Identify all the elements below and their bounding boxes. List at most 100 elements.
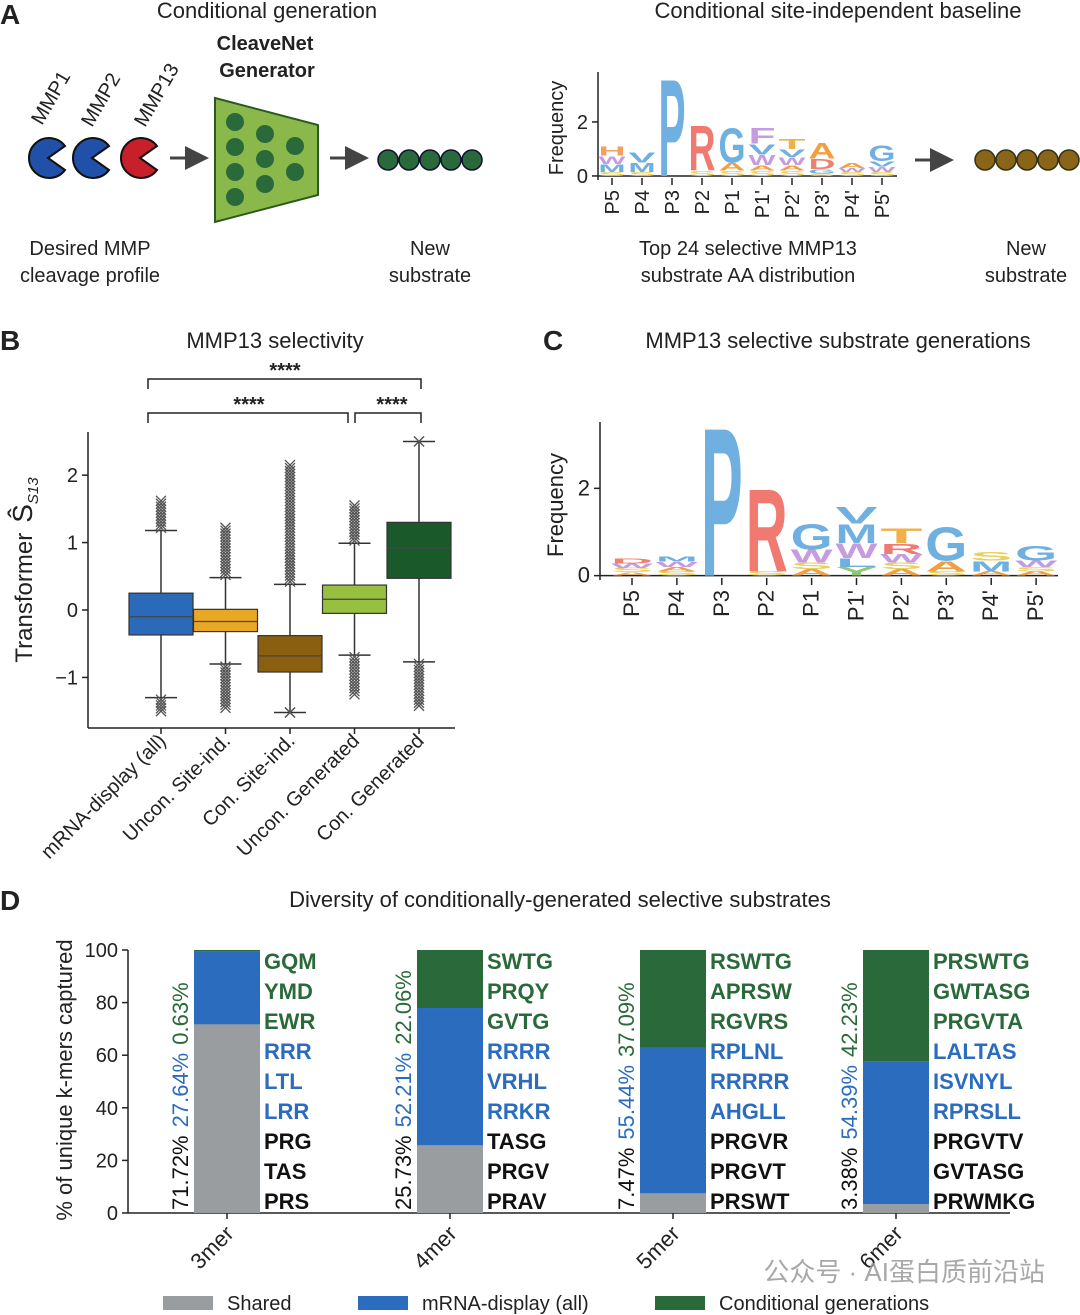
value-labels: 25.73% 52.21% 22.06% (391, 970, 416, 1210)
value-label: 0.63% (168, 982, 193, 1044)
value-label: 25.73% (391, 1135, 416, 1210)
value-labels: 71.72% 27.64% 0.63% (168, 982, 193, 1210)
y-axis-label: % of unique k-mers captured (52, 939, 77, 1220)
outlier (155, 699, 167, 711)
enzyme-label: MMP2 (77, 69, 125, 130)
panel-label: D (0, 885, 20, 916)
logo-letter: F (749, 124, 776, 149)
kmer: RRRRR (710, 1069, 790, 1094)
logo-letter: S (791, 561, 833, 571)
caption: New (1006, 238, 1047, 260)
bar-segment (863, 1061, 929, 1205)
kmer: PRGVT (710, 1159, 786, 1184)
x-tick-label: P2' (782, 190, 804, 218)
enzyme-icon (72, 137, 111, 179)
logo-letter: R (880, 541, 922, 558)
kmer: PRGVTV (933, 1129, 1024, 1154)
x-tick-label: P5' (1023, 590, 1048, 621)
outlier (284, 707, 296, 718)
logo-letter: R (746, 465, 788, 597)
substrate-icon (377, 149, 483, 171)
bar-segment (863, 1204, 929, 1213)
outlier (284, 459, 296, 471)
x-tick-label: P5' (872, 190, 894, 218)
kmer: RRKR (487, 1099, 551, 1124)
outlier (349, 502, 360, 514)
logo-letter: W (599, 155, 627, 167)
logo-letter: D (809, 156, 836, 173)
logo-letter: W (779, 156, 807, 168)
kmer: RGVRS (710, 1009, 788, 1034)
y-tick-label: 40 (96, 1098, 118, 1120)
kmer: RRR (264, 1039, 312, 1064)
panel-label: A (0, 0, 20, 30)
kmer: TAS (264, 1159, 306, 1184)
logo-letter: V (779, 148, 808, 160)
chart-title: Diversity of conditionally-generated sel… (289, 887, 831, 912)
logo-letter: S (719, 169, 746, 178)
outlier (349, 651, 360, 663)
outlier (155, 697, 167, 709)
y-tick-label: −1 (55, 667, 78, 689)
y-axis-label: Transformer ŜS13 (7, 477, 42, 663)
logo-letter: A (809, 138, 836, 163)
logo-letter: M (970, 558, 1012, 575)
caption: cleavage profile (20, 265, 160, 287)
outlier (155, 705, 167, 717)
legend-label: mRNA-display (all) (422, 1293, 589, 1315)
significance-label: **** (233, 394, 264, 416)
logo-letter: A (791, 568, 836, 578)
logo-letter: A (611, 572, 659, 578)
outlier (284, 462, 296, 474)
logo-letter: T (779, 136, 806, 153)
logo-letter: A (880, 568, 925, 578)
logo-letter: S (869, 172, 898, 178)
panel-title: Conditional generation (157, 0, 377, 23)
chart-title: Conditional site-independent baseline (655, 0, 1022, 23)
outlier (220, 525, 231, 537)
logo-letter: P (701, 384, 743, 621)
logo-letter: W (869, 165, 899, 174)
x-tick-label: 3mer (185, 1221, 238, 1274)
panel-label: C (543, 325, 563, 356)
outlier (413, 661, 425, 673)
bar-segment (640, 1047, 706, 1194)
y-tick-label: 80 (96, 993, 118, 1015)
logo-letter: S (689, 169, 716, 178)
bar-segment (417, 1145, 483, 1213)
y-axis-label: Frequency (543, 453, 568, 557)
kmer: YMD (264, 979, 313, 1004)
logo-letter: G (869, 141, 896, 166)
caption: New (410, 238, 451, 260)
logo-letter: M (656, 555, 698, 564)
x-tick-label: P1' (844, 590, 869, 621)
x-tick-label: P1 (722, 190, 744, 214)
enzyme-label: MMP13 (130, 60, 184, 131)
kmer: PRGV (487, 1159, 550, 1184)
y-axis-label: Frequency (546, 81, 568, 176)
value-label: 22.06% (391, 970, 416, 1045)
value-labels: 3.38% 54.39% 42.23% (837, 982, 862, 1210)
x-tick-label: P2' (888, 590, 913, 621)
y-tick-label: 0 (578, 563, 590, 588)
x-tick-label: P1' (752, 190, 774, 218)
bar-segment (194, 1024, 260, 1213)
logo-letter: A (779, 164, 809, 173)
outlier (155, 495, 167, 507)
logo-letter: A (719, 162, 746, 174)
value-label: 37.09% (614, 982, 639, 1057)
value-label: 54.39% (837, 1065, 862, 1140)
value-label: 42.23% (837, 982, 862, 1057)
enzyme-icon (28, 137, 67, 179)
bar-segment (640, 1193, 706, 1213)
bar-segment (417, 1008, 483, 1146)
panel-label: B (0, 325, 20, 356)
logo-letter: W (880, 552, 924, 566)
value-label: 71.72% (168, 1135, 193, 1210)
value-label: 3.38% (837, 1148, 862, 1210)
x-tick-label: P4' (978, 590, 1003, 621)
logo-letter: S (629, 172, 658, 178)
network-nodes (226, 113, 304, 206)
logo-letter: G (791, 516, 833, 557)
box (257, 635, 323, 673)
